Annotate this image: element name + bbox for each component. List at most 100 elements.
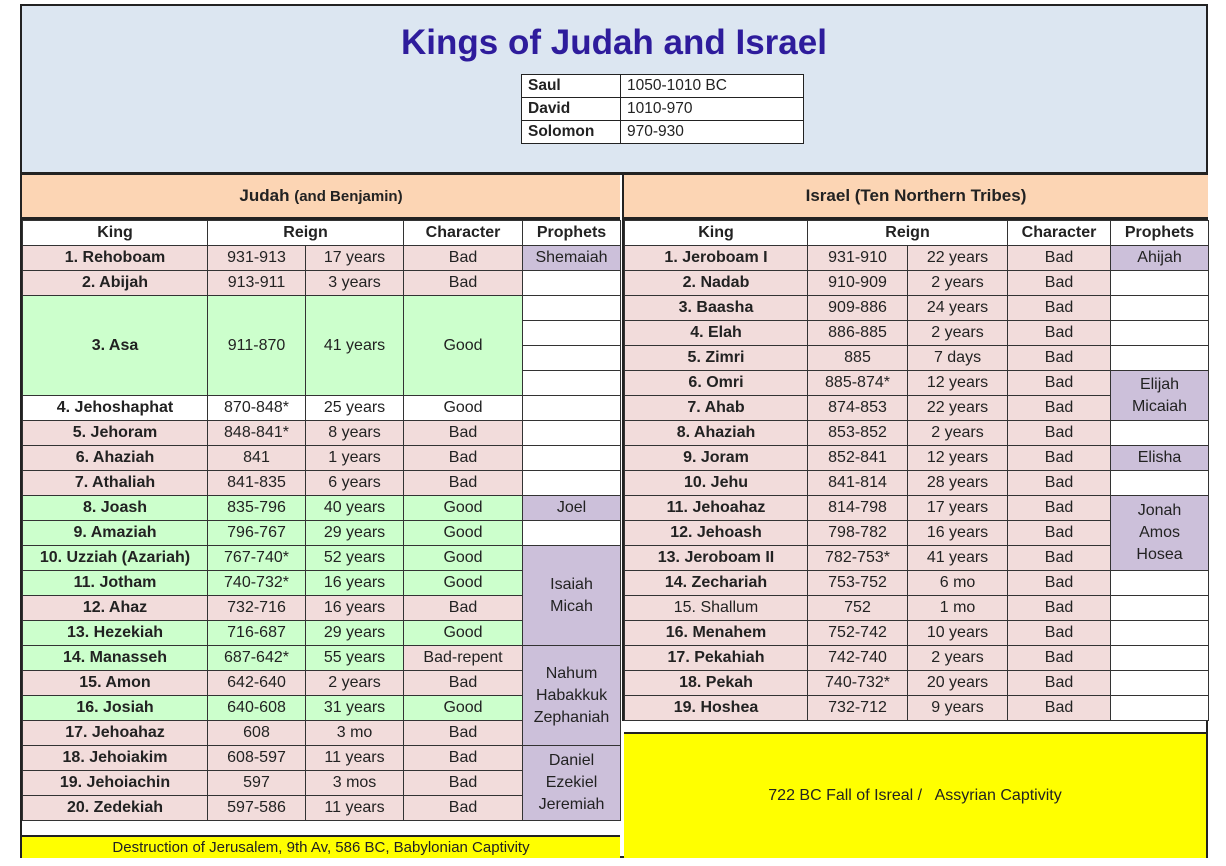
king-name: David [521,97,621,121]
judah-header-sub: (and Benjamin) [294,188,403,205]
reign-length: 2 years [304,670,405,696]
king-row: 17. Pekahiah 742-740 2 years Bad [624,645,1210,671]
character: Bad [1007,595,1112,621]
king-row: 3. Asa 911-870 41 years Good [22,295,622,396]
prophets-cell: Shemaiah [522,245,622,271]
king-name: 6. Omri [624,370,808,396]
page-title: Kings of Judah and Israel [401,23,827,62]
character: Bad [1007,320,1112,346]
king-row: 12. Jehoash 798-782 16 years Bad [624,520,1209,546]
king-row: 1. Rehoboam 931-913 17 years Bad Shemaiah [22,245,622,271]
character: Bad [403,470,524,496]
king-row: 10. Uzziah (Azariah) 767-740* 52 years Good… [22,545,622,646]
reign-length: 2 years [906,270,1009,296]
reign-dates: 782-753* [807,545,908,571]
column-header-king: King [624,220,808,246]
reign-dates: 798-782 [807,520,908,546]
character: Bad [403,745,524,771]
reign-dates: 732-712 [807,695,908,721]
title-area: Kings of Judah and Israel Saul 1050-1010 … [22,6,1206,175]
prophet-name: Jeremiah [538,796,605,813]
king-row: 5. Zimri 885 7 days Bad [624,345,1210,371]
reign-dates: 910-909 [807,270,908,296]
reign-dates: 931-913 [207,245,306,271]
character: Bad [1007,295,1112,321]
reign-length: 25 years [304,395,405,421]
prophets-cell-empty [1110,295,1210,321]
reign-dates: 752 [807,595,908,621]
character: Good [403,695,524,721]
reign-length: 2 years [906,645,1009,671]
king-row: 8. Joash 835-796 40 years Good Joel [22,495,622,521]
reign-length: 22 years [906,245,1009,271]
reign-length: 20 years [906,670,1009,696]
reign-length: 11 years [304,745,405,771]
king-name: 2. Abijah [22,270,208,296]
reign-length: 6 years [304,470,405,496]
king-row: 14. Manasseh 687-642* 55 years Bad-repent Na… [22,645,622,746]
reign-dates: 753-752 [807,570,908,596]
reign-dates: 740-732* [807,670,908,696]
king-row: 2. Nadab 910-909 2 years Bad [624,270,1210,296]
king-name: 13. Hezekiah [22,620,208,646]
reign-length: 2 years [906,420,1009,446]
character: Bad [1007,620,1112,646]
reign-length: 10 years [906,620,1009,646]
reign-dates: 597 [207,770,306,796]
character: Bad [1007,520,1112,546]
character: Good [403,620,524,646]
reign-dates: 870-848* [207,395,306,421]
king-row: 9. Amaziah 796-767 29 years Good [22,520,622,546]
king-name: 6. Ahaziah [22,445,208,471]
prophets-cell-empty [1110,420,1210,446]
reign-dates: 1050-1010 BC [620,74,804,98]
character: Bad [1007,470,1112,496]
character: Bad [403,770,524,796]
reign-dates: 853-852 [807,420,908,446]
king-name: Solomon [521,120,621,144]
character: Bad [1007,345,1112,371]
reign-dates: 814-798 [807,495,908,521]
character: Bad [403,670,524,696]
king-row: 6. Omri 885-874* 12 years Bad Elijah Micaiah [624,370,1210,421]
column-header-king: King [22,220,208,246]
judah-header: Judah (and Benjamin) [22,175,620,220]
reign-length: 6 mo [906,570,1009,596]
prophets-cell-empty [522,320,622,346]
king-name: 14. Zechariah [624,570,808,596]
king-name: 9. Joram [624,445,808,471]
character: Bad [1007,270,1112,296]
reign-dates: 732-716 [207,595,306,621]
prophet-name: Hosea [1136,546,1183,563]
king-row: 11. Jotham 740-732* 16 years Good [22,570,621,596]
column-header-character: Character [403,220,524,246]
character: Bad [1007,370,1112,396]
king-name: 18. Pekah [624,670,808,696]
reign-dates: 909-886 [807,295,908,321]
reign-length: 1 years [304,445,405,471]
reign-dates: 874-853 [807,395,908,421]
king-row: 3. Baasha 909-886 24 years Bad [624,295,1210,321]
king-name: 2. Nadab [624,270,808,296]
prophet-name: Isaiah [550,575,593,593]
prophets-cell-empty [522,395,622,421]
reign-length: 16 years [906,520,1009,546]
reign-dates: 640-608 [207,695,306,721]
prophets-cell: Elijah Micaiah [1110,370,1210,421]
king-name: 7. Ahab [624,395,808,421]
prophets-cell-empty [522,370,622,396]
prophets-cell: Jonah Amos Hosea [1110,495,1210,571]
prophet-name: Nahum [545,664,598,682]
character: Bad [1007,420,1112,446]
king-name: 10. Uzziah (Azariah) [22,545,208,571]
king-name: 11. Jotham [22,570,208,596]
king-name: 15. Amon [22,670,208,696]
character: Bad [403,445,524,471]
king-row: 6. Ahaziah 841 1 years Bad [22,445,622,471]
reign-length: 8 years [304,420,405,446]
king-row: 4. Jehoshaphat 870-848* 25 years Good [22,395,622,421]
king-row: 18. Jehoiakim 608-597 11 years Bad Daniel Eze… [22,745,622,821]
king-name: 13. Jeroboam II [624,545,808,571]
king-row: 18. Pekah 740-732* 20 years Bad [624,670,1210,696]
king-name: Saul [521,74,621,98]
